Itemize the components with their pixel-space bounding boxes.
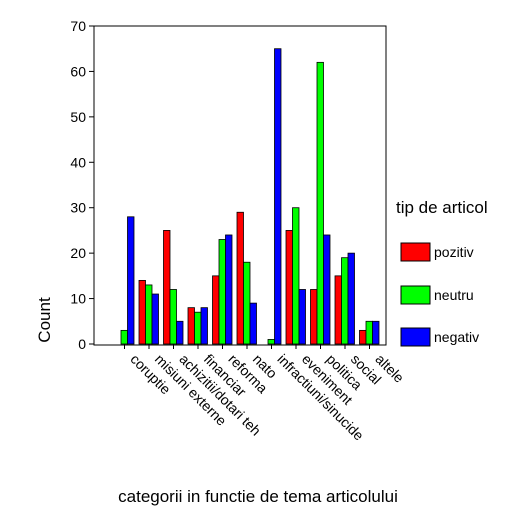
y-tick-label: 50 [70,109,86,125]
bar-neutru-social [341,257,349,345]
bar-pozitiv-achizitii-dotari-teh [163,230,171,345]
bar-neutru-politica [316,61,324,345]
bar-negativ-coruptie [127,216,135,345]
bar-neutru-financiar [194,311,202,345]
y-tick-label: 30 [70,200,86,216]
bar-pozitiv-eveniment [285,230,293,345]
bar-neutru-nato [243,261,251,345]
y-axis: 0 10 20 30 40 50 60 70 [70,18,94,352]
x-axis-title: categorii in functie de tema articolului [118,487,398,506]
bar-neutru-reforma [218,239,226,345]
y-axis-title: Count [35,297,54,343]
bar-pozitiv-politica [310,289,318,345]
y-tick-label: 10 [70,291,86,307]
bar-negativ-misiuni-externe [151,293,159,345]
y-tick-label: 40 [70,154,86,170]
bar-negativ-eveniment [298,289,306,345]
legend-swatch-negativ [400,327,431,347]
bar-negativ-infractiuni-sinucide [274,48,282,345]
bar-negativ-social [347,252,355,345]
bar-negativ-achizitii-dotari-teh [176,320,184,345]
plot-frame [93,25,387,346]
legend-label-pozitiv: pozitiv [434,244,474,260]
bar-pozitiv-altele [359,329,367,345]
legend-swatch-neutru [400,285,431,305]
bar-negativ-financiar [200,307,208,345]
bar-pozitiv-social [334,275,342,345]
bar-negativ-politica [323,234,331,345]
bar-neutru-altele [365,320,373,345]
bar-pozitiv-misiuni-externe [138,279,146,345]
legend: pozitiv neutru negativ [400,242,479,347]
y-tick-label: 60 [70,63,86,79]
bar-negativ-altele [372,320,380,345]
bar-pozitiv-nato [236,211,244,345]
bar-negativ-reforma [225,234,233,345]
legend-label-negativ: negativ [434,329,479,345]
legend-label-neutru: neutru [434,287,474,303]
bar-neutru-misiuni-externe [145,284,153,345]
y-tick-label: 0 [78,336,86,352]
bar-neutru-coruptie [120,329,128,345]
legend-title: tip de articol [396,198,488,217]
bar-neutru-achizitii-dotari-teh [169,289,177,345]
bars-group [120,48,380,345]
y-tick-label: 70 [70,18,86,34]
legend-swatch-pozitiv [400,242,431,262]
bar-pozitiv-financiar [187,307,195,345]
bar-neutru-infractiuni-sinucide [267,339,275,345]
y-tick-label: 20 [70,245,86,261]
bar-negativ-nato [249,302,257,345]
bar-neutru-eveniment [292,207,300,345]
bar-pozitiv-reforma [212,275,220,345]
